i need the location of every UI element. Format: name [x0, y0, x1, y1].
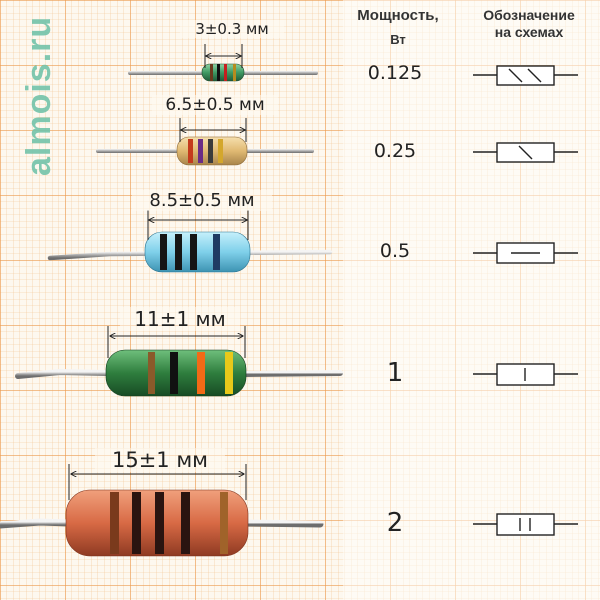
resistor-lead	[0, 518, 74, 529]
symbol-1w	[473, 363, 578, 386]
resistor-body	[144, 231, 251, 273]
header-power-line1: Мощность,	[357, 7, 439, 24]
symbol-025w	[473, 142, 578, 163]
size-label-0125: 3±0.3 мм	[180, 20, 284, 38]
size-label-2: 15±1 мм	[95, 448, 225, 472]
resistor-025w	[96, 118, 314, 166]
power-rating-1: 1	[386, 358, 404, 388]
size-label-025: 6.5±0.5 мм	[152, 95, 278, 115]
resistor-05w	[47, 210, 333, 273]
symbol-05w	[473, 242, 578, 264]
header-symbol: Обозначение на схемах	[462, 7, 596, 41]
header-symbol-line1: Обозначение	[483, 7, 575, 23]
resistor-lead	[15, 368, 111, 379]
header-symbol-line2: на схемах	[494, 24, 564, 40]
power-rating-0125: 0.125	[367, 62, 423, 84]
header-power-line2: Вт	[390, 32, 406, 47]
resistor-lead	[47, 249, 333, 261]
size-label-05: 8.5±0.5 мм	[132, 190, 272, 211]
resistor-1w	[15, 326, 343, 397]
symbol-0125w	[473, 65, 578, 86]
power-rating-2: 2	[386, 508, 404, 538]
header-power: Мощность, Вт	[340, 6, 456, 50]
resistor-body	[201, 63, 245, 82]
power-rating-025: 0.25	[373, 140, 417, 162]
power-rating-05: 0.5	[379, 240, 411, 262]
watermark: almois.ru	[20, 15, 58, 176]
table-panel	[343, 0, 600, 600]
symbol-2w	[473, 513, 578, 536]
resistor-2w	[0, 464, 324, 557]
resistor-0125w	[128, 44, 318, 82]
size-label-1: 11±1 мм	[120, 307, 240, 331]
